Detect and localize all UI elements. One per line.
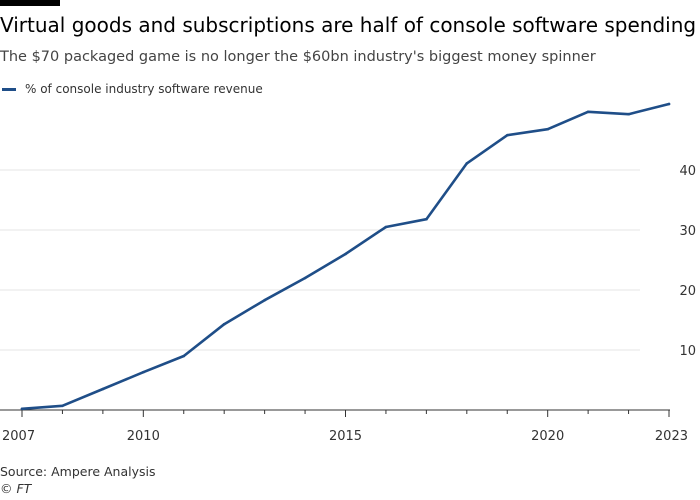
series-layer: [20, 102, 671, 411]
x-tick-label-2015: 2015: [329, 429, 362, 444]
x-tick-label-2020: 2020: [531, 429, 564, 444]
gridlines: [0, 169, 640, 351]
data-point-2022: [627, 112, 630, 116]
x-axis: 2007 2010 2015 2020 2023: [0, 409, 688, 444]
data-point-2021: [586, 110, 590, 114]
x-tick-label-2007: 2007: [2, 429, 35, 444]
data-point-2013: [263, 298, 266, 302]
y-tick-label-20: 20: [679, 284, 696, 299]
y-tick-label-30: 30: [679, 224, 696, 239]
chart-title: Virtual goods and subscriptions are half…: [0, 13, 697, 37]
data-point-2018: [465, 162, 469, 165]
data-point-2008: [61, 404, 64, 408]
data-point-2011: [182, 354, 186, 358]
line-chart: 10 20 30 40 2007 2010 2015 2020 2023: [0, 102, 696, 444]
y-tick-label-10: 10: [679, 344, 696, 359]
credit-note: © FT: [0, 481, 32, 496]
y-axis-ticks: 10 20 30 40: [679, 164, 696, 359]
data-point-2007: [20, 407, 24, 411]
legend: % of console industry software revenue: [2, 79, 263, 99]
data-point-2017: [425, 217, 428, 221]
source-note: Source: Ampere Analysis: [0, 464, 156, 479]
brand-bar: [0, 0, 60, 6]
data-point-2016: [384, 225, 388, 229]
data-point-2009: [101, 387, 105, 391]
x-tick-label-2023: 2023: [655, 429, 688, 444]
y-tick-label-40: 40: [679, 164, 696, 179]
data-point-2014: [303, 276, 307, 280]
data-point-2015: [344, 252, 347, 256]
data-point-2023: [667, 102, 671, 106]
data-point-2010: [142, 370, 145, 374]
data-point-2019: [506, 133, 509, 137]
data-point-2012: [222, 322, 226, 326]
legend-swatch: [2, 87, 16, 91]
x-tick-label-2010: 2010: [127, 429, 160, 444]
series-line-0: [20, 102, 671, 411]
chart-subtitle: The $70 packaged game is no longer the $…: [0, 49, 596, 65]
legend-label: % of console industry software revenue: [25, 82, 263, 96]
data-point-2020: [546, 127, 549, 131]
